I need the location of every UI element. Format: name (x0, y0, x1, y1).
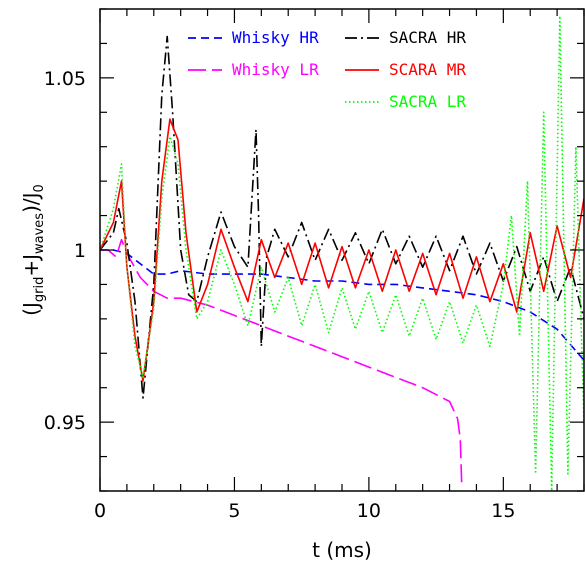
x-tick-label: 15 (491, 500, 515, 522)
x-tick-label: 0 (94, 500, 106, 522)
x-tick-label: 10 (357, 500, 381, 522)
plot-frame (100, 9, 584, 491)
y-axis-title-plus: +J (19, 254, 43, 277)
y-axis-title-sub-grid: grid (32, 277, 47, 302)
legend-label-whisky-hr: Whisky HR (232, 28, 319, 47)
legend-label-sacra-hr: SACRA HR (389, 28, 466, 47)
legend-label-whisky-lr: Whisky LR (232, 60, 319, 79)
series-layer (100, 16, 584, 491)
y-axis-title-open: (J (19, 302, 43, 316)
y-axis-title-sub-waves: waves (32, 213, 47, 254)
legend-label-scara-mr: SCARA MR (389, 60, 466, 79)
y-axis-title-sub-zero: 0 (32, 184, 47, 192)
y-axis-title-close: )/J (19, 192, 43, 212)
y-axis-title: (Jgrid+Jwaves)/J0 (19, 184, 47, 316)
x-axis-title: t (ms) (312, 538, 372, 562)
legend: Whisky HR Whisky LR SACRA HR SCARA MR SACRA … (188, 28, 466, 111)
series-line-whisky-hr (100, 250, 584, 360)
y-tick-label: 0.95 (44, 412, 86, 434)
x-tick-label: 5 (228, 500, 240, 522)
legend-label-sacra-lr: SACRA LR (389, 92, 466, 111)
y-tick-label: 1 (74, 240, 86, 262)
series-line-sacra-lr (100, 16, 584, 491)
series-line-scara-mr (100, 119, 584, 381)
y-tick-label: 1.05 (44, 68, 86, 90)
